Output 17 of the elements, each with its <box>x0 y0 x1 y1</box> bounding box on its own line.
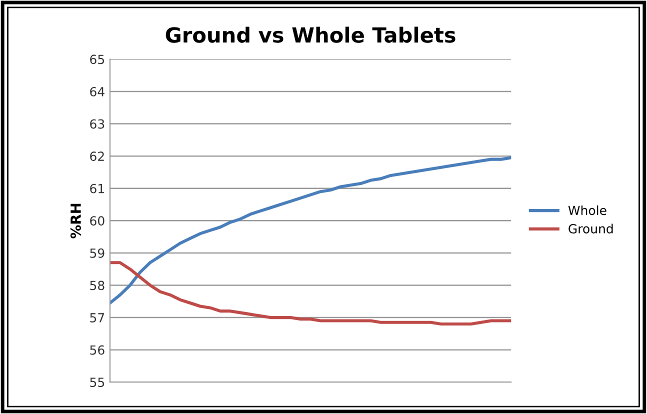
y-tick-label: 57 <box>90 313 104 322</box>
y-tick-label: 58 <box>90 280 104 290</box>
chart-title: Ground vs Whole Tablets <box>166 26 456 43</box>
y-tick-label: 55 <box>90 378 104 388</box>
y-tick-label: 63 <box>90 119 104 129</box>
legend-label: Whole <box>568 205 606 216</box>
y-tick-label: 65 <box>90 54 104 64</box>
legend-label: Ground <box>568 224 613 234</box>
y-tick-label: 62 <box>90 152 104 162</box>
line-series <box>110 261 512 326</box>
y-tick-label: 59 <box>90 248 104 258</box>
y-tick-label: 61 <box>90 184 104 194</box>
y-axis-title: %RH <box>70 204 81 238</box>
line-series <box>110 156 512 305</box>
y-tick-label: 56 <box>90 345 104 355</box>
y-tick-label: 60 <box>90 216 104 226</box>
y-tick-label: 64 <box>90 86 104 96</box>
